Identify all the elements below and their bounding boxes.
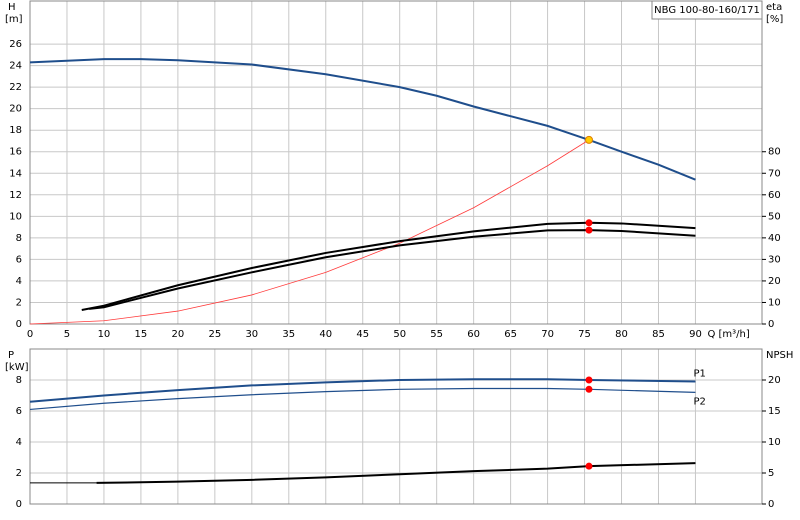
y2-tick-label: 10 bbox=[768, 437, 781, 448]
duty-point bbox=[585, 226, 593, 234]
y-tick-label: 16 bbox=[9, 147, 22, 158]
y2-axis-label: NPSH bbox=[766, 350, 793, 361]
y-tick-label: 4 bbox=[16, 437, 22, 448]
curve bbox=[29, 387, 696, 411]
x-tick-label: 0 bbox=[27, 329, 33, 340]
y2-tick-label: 0 bbox=[768, 319, 774, 330]
curve bbox=[81, 221, 696, 311]
curve bbox=[96, 462, 696, 484]
x-tick-label: 50 bbox=[393, 329, 406, 340]
y-tick-label: 8 bbox=[16, 375, 22, 386]
duty-point bbox=[585, 376, 593, 384]
y2-tick-label: 60 bbox=[768, 190, 781, 201]
x-tick-label: 85 bbox=[652, 329, 665, 340]
y-tick-label: 8 bbox=[16, 233, 22, 244]
curve bbox=[29, 58, 696, 181]
x-tick-label: 10 bbox=[98, 329, 111, 340]
y2-tick-label: 80 bbox=[768, 147, 781, 158]
duty-point bbox=[585, 462, 593, 470]
x-tick-label: 40 bbox=[319, 329, 332, 340]
y-tick-label: 6 bbox=[16, 254, 22, 265]
y-axis-label: P bbox=[8, 350, 14, 361]
x-tick-label: 65 bbox=[504, 329, 517, 340]
y-tick-label: 2 bbox=[16, 297, 22, 308]
y2-tick-label: 0 bbox=[768, 499, 774, 510]
x-tick-label: 45 bbox=[356, 329, 369, 340]
y-tick-label: 4 bbox=[16, 276, 22, 287]
y-tick-label: 18 bbox=[9, 125, 22, 136]
y-tick-label: 0 bbox=[16, 499, 22, 510]
curve-label: P1 bbox=[693, 369, 705, 380]
x-tick-label: 75 bbox=[578, 329, 591, 340]
y-tick-label: 22 bbox=[9, 82, 22, 93]
y2-axis-unit: [%] bbox=[766, 14, 783, 25]
x-tick-label: 55 bbox=[430, 329, 443, 340]
y-tick-label: 6 bbox=[16, 406, 22, 417]
x-axis-label: Q [m³/h] bbox=[707, 329, 749, 340]
y-axis-label: H bbox=[8, 2, 16, 13]
x-tick-label: 25 bbox=[208, 329, 221, 340]
duty-point bbox=[584, 135, 593, 144]
x-tick-label: 60 bbox=[467, 329, 480, 340]
duty-point bbox=[585, 219, 593, 227]
y-axis-unit: [kW] bbox=[5, 362, 29, 373]
curve bbox=[29, 378, 696, 403]
plot-frame bbox=[29, 348, 763, 505]
y2-tick-label: 50 bbox=[768, 211, 781, 222]
curve-label: P2 bbox=[693, 396, 705, 407]
plot-frame bbox=[29, 0, 763, 325]
x-tick-label: 90 bbox=[689, 329, 702, 340]
y-tick-label: 10 bbox=[9, 211, 22, 222]
curve bbox=[89, 229, 696, 310]
curve bbox=[29, 139, 590, 325]
x-tick-label: 70 bbox=[541, 329, 554, 340]
y-tick-label: 14 bbox=[9, 168, 22, 179]
y-tick-label: 20 bbox=[9, 104, 22, 115]
y-tick-label: 26 bbox=[9, 39, 22, 50]
y2-tick-label: 10 bbox=[768, 297, 781, 308]
y2-tick-label: 5 bbox=[768, 468, 774, 479]
x-tick-label: 30 bbox=[245, 329, 258, 340]
x-tick-label: 5 bbox=[64, 329, 70, 340]
y2-tick-label: 70 bbox=[768, 168, 781, 179]
y2-tick-label: 40 bbox=[768, 233, 781, 244]
x-tick-label: 15 bbox=[135, 329, 148, 340]
y-tick-label: 12 bbox=[9, 190, 22, 201]
duty-point bbox=[585, 385, 593, 393]
y2-axis-label: eta bbox=[766, 2, 782, 13]
y2-tick-label: 20 bbox=[768, 276, 781, 287]
x-tick-label: 80 bbox=[615, 329, 628, 340]
y2-tick-label: 30 bbox=[768, 254, 781, 265]
x-tick-label: 35 bbox=[282, 329, 295, 340]
chart-title: NBG 100-80-160/171 bbox=[654, 5, 760, 16]
y-axis-unit: [m] bbox=[5, 14, 23, 25]
y2-tick-label: 20 bbox=[768, 375, 781, 386]
title-box bbox=[651, 0, 763, 20]
y2-tick-label: 15 bbox=[768, 406, 781, 417]
y-tick-label: 24 bbox=[9, 61, 22, 72]
y-tick-label: 0 bbox=[16, 319, 22, 330]
x-tick-label: 20 bbox=[172, 329, 185, 340]
y-tick-label: 2 bbox=[16, 468, 22, 479]
